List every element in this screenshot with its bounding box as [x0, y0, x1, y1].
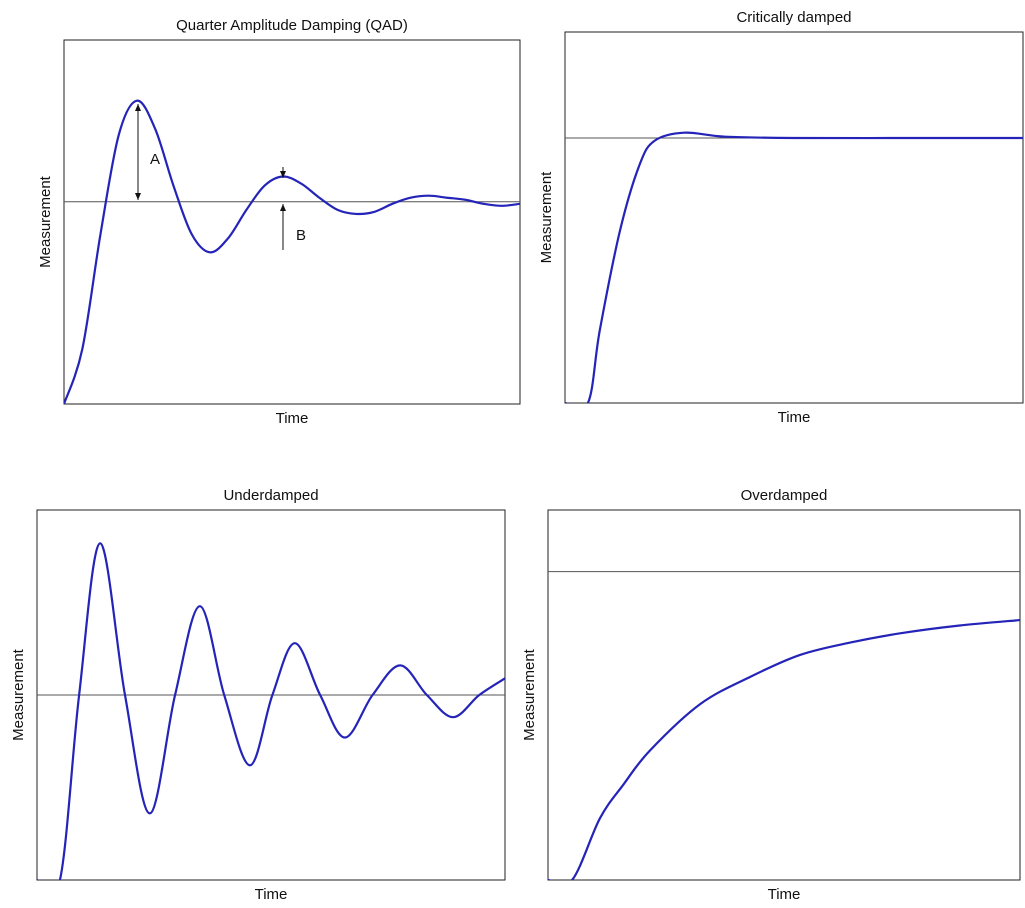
x-axis-label: Time [255, 886, 288, 903]
y-axis-label: Measurement [37, 175, 54, 268]
figure: Quarter Amplitude Damping (QAD) Time Measu… [0, 0, 1025, 908]
response-curve [64, 101, 520, 404]
x-axis-label: Time [778, 409, 811, 426]
plot-frame [565, 32, 1023, 403]
chart-title: Quarter Amplitude Damping (QAD) [176, 17, 408, 34]
annotation-label: A [150, 151, 160, 168]
plot-frame [548, 510, 1020, 880]
chart-title: Overdamped [741, 487, 828, 504]
response-curve [548, 620, 1020, 884]
chart-title: Underdamped [223, 487, 318, 504]
y-axis-label: Measurement [521, 648, 538, 741]
plot-frame [64, 40, 520, 404]
y-axis-label: Measurement [538, 171, 555, 264]
annotation-label: B [296, 227, 306, 244]
response-curve [37, 543, 505, 893]
y-axis-label: Measurement [10, 648, 27, 741]
response-curve [565, 133, 1023, 409]
x-axis-label: Time [276, 410, 309, 427]
chart-title: Critically damped [736, 9, 851, 26]
x-axis-label: Time [768, 886, 801, 903]
